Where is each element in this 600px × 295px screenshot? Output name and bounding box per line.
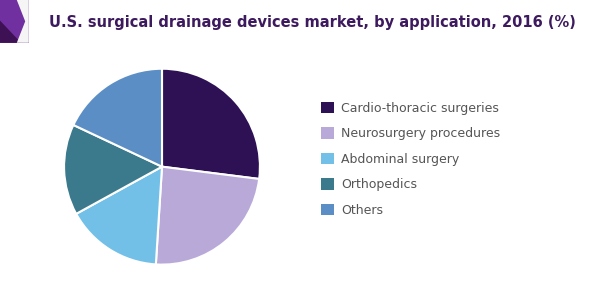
Wedge shape	[156, 167, 259, 265]
Polygon shape	[17, 0, 29, 43]
Wedge shape	[162, 69, 260, 179]
Legend: Cardio-thoracic surgeries, Neurosurgery procedures, Abdominal surgery, Orthopedi: Cardio-thoracic surgeries, Neurosurgery …	[321, 102, 500, 217]
Wedge shape	[64, 125, 162, 214]
Wedge shape	[76, 167, 162, 264]
FancyBboxPatch shape	[0, 0, 29, 43]
Text: U.S. surgical drainage devices market, by application, 2016 (%): U.S. surgical drainage devices market, b…	[49, 15, 575, 30]
Wedge shape	[73, 69, 162, 167]
Polygon shape	[0, 21, 21, 43]
